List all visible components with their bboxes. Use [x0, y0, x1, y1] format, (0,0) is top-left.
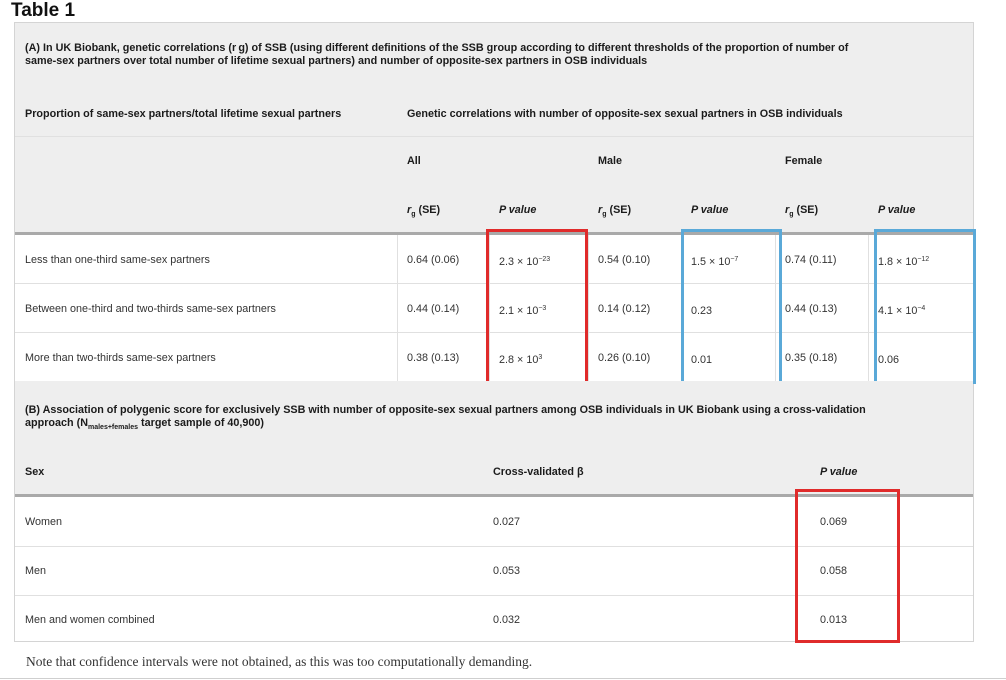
male-p-value: 0.01 [691, 354, 713, 366]
section-a-header-rule [15, 232, 973, 235]
all-p-value: 2.8 × 103 [499, 354, 543, 366]
all-rg-header: rg (SE) [407, 204, 441, 219]
table-row: Between one-third and two-thirds same-se… [15, 284, 973, 332]
sex-value: Men [25, 565, 47, 577]
male-rg-value: 0.54 (0.10) [598, 254, 651, 266]
group-all-header: All [407, 155, 421, 167]
table-row: Men and women combined 0.032 0.013 [15, 596, 973, 643]
row-label: Between one-third and two-thirds same-se… [25, 303, 276, 315]
col-divider [397, 235, 398, 381]
p-value: 0.069 [820, 516, 848, 528]
proportion-column-header: Proportion of same-sex partners/total li… [25, 108, 342, 120]
genetic-correlations-column-header: Genetic correlations with number of oppo… [407, 108, 843, 120]
row-rule [15, 283, 973, 284]
male-rg-header: rg (SE) [598, 204, 632, 219]
all-rg-value: 0.44 (0.14) [407, 303, 460, 315]
highlight-box-red [795, 489, 900, 643]
beta-value: 0.032 [493, 614, 521, 626]
table-note: Note that confidence intervals were not … [26, 654, 533, 669]
section-b-heading-line1: (B) Association of polygenic score for e… [25, 404, 866, 416]
highlight-box-red [486, 229, 588, 384]
table-row: More than two-thirds same-sex partners 0… [15, 333, 973, 381]
female-p-value: 1.8 × 10−12 [878, 256, 930, 268]
p-value: 0.013 [820, 614, 848, 626]
all-p-header: P value [499, 204, 537, 216]
sex-column-header: Sex [25, 466, 45, 478]
female-rg-value: 0.44 (0.13) [785, 303, 838, 315]
bottom-divider [0, 678, 1006, 679]
section-a-rule [15, 136, 973, 137]
section-a-column-header-band: Proportion of same-sex partners/total li… [15, 91, 973, 136]
highlight-box-blue [874, 229, 976, 384]
row-rule [15, 595, 973, 596]
p-value-column-header: P value [820, 466, 858, 478]
section-b-header-rule [15, 494, 973, 497]
female-p-value: 4.1 × 10−4 [878, 305, 926, 317]
p-value: 0.058 [820, 565, 848, 577]
table-row: Men 0.053 0.058 [15, 547, 973, 595]
beta-value: 0.053 [493, 565, 521, 577]
subheader-row: rg (SE) P value rg (SE) P value rg (SE) … [15, 185, 973, 233]
table-title: Table 1 [11, 0, 76, 21]
male-rg-value: 0.26 (0.10) [598, 352, 651, 364]
section-a-heading-line1: (A) In UK Biobank, genetic correlations … [25, 42, 849, 54]
table-frame: (A) In UK Biobank, genetic correlations … [14, 22, 976, 643]
female-rg-header: rg (SE) [785, 204, 819, 219]
female-p-header: P value [878, 204, 916, 216]
groups-row: All Male Female [15, 137, 973, 185]
group-male-header: Male [598, 155, 623, 167]
group-female-header: Female [785, 155, 823, 167]
col-divider [588, 235, 589, 381]
male-p-header: P value [691, 204, 729, 216]
all-rg-value: 0.64 (0.06) [407, 254, 460, 266]
sex-value: Women [25, 516, 63, 528]
female-p-value: 0.06 [878, 354, 900, 366]
male-p-value: 1.5 × 10−7 [691, 256, 739, 268]
row-rule [15, 332, 973, 333]
section-a-heading-line2: same-sex partners over total number of l… [25, 55, 648, 67]
section-a-heading-band: (A) In UK Biobank, genetic correlations … [15, 23, 973, 91]
section-b-heading-line2: approach (Nmales+females target sample o… [25, 417, 265, 432]
male-p-value: 0.23 [691, 305, 713, 317]
female-rg-value: 0.35 (0.18) [785, 352, 838, 364]
table-row: Less than one-third same-sex partners 0.… [15, 235, 973, 283]
section-b-heading-band: (B) Association of polygenic score for e… [15, 381, 973, 447]
col-divider [489, 235, 490, 381]
row-rule [15, 546, 973, 547]
male-rg-value: 0.14 (0.12) [598, 303, 651, 315]
col-divider [868, 235, 869, 381]
table-row: Women 0.027 0.069 [15, 497, 973, 545]
col-divider [775, 235, 776, 381]
all-p-value: 2.3 × 10−23 [499, 256, 551, 268]
sex-value: Men and women combined [25, 614, 155, 626]
row-label: More than two-thirds same-sex partners [25, 352, 216, 364]
section-b-column-header-band: Sex Cross-validated β P value [15, 447, 973, 495]
all-rg-value: 0.38 (0.13) [407, 352, 460, 364]
highlight-box-blue [681, 229, 782, 384]
row-label: Less than one-third same-sex partners [25, 254, 210, 266]
beta-column-header: Cross-validated β [493, 466, 584, 478]
beta-value: 0.027 [493, 516, 521, 528]
female-rg-value: 0.74 (0.11) [785, 254, 837, 266]
all-p-value: 2.1 × 10−3 [499, 305, 547, 317]
